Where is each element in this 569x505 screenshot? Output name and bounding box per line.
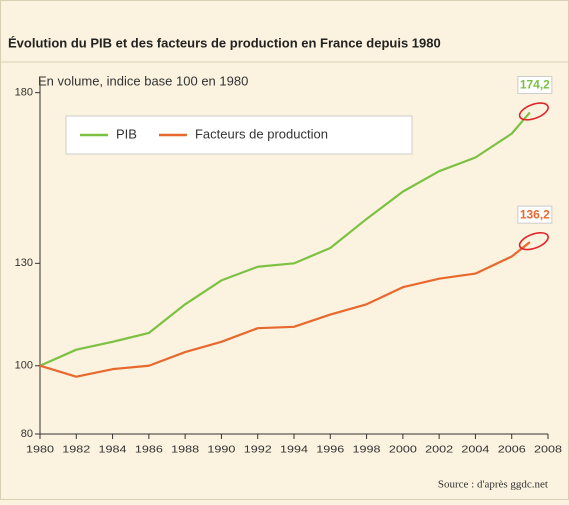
series-line	[39, 241, 531, 378]
x-tick-label: 1990	[207, 445, 236, 456]
series-line	[39, 111, 531, 367]
x-tick-label: 1992	[244, 445, 273, 456]
x-tick-label: 1988	[171, 445, 200, 456]
x-tick-label: 1998	[353, 445, 382, 456]
x-tick-label: 1994	[280, 445, 309, 456]
x-tick-label: 1982	[62, 445, 91, 456]
highlight-ellipse	[518, 232, 549, 251]
x-tick-label: 2002	[425, 445, 454, 456]
y-tick-label: 80	[21, 428, 33, 440]
legend-box	[65, 115, 413, 155]
x-tick-label: 1996	[316, 445, 345, 456]
x-tick-label: 2000	[389, 445, 418, 456]
x-tick-label: 1984	[99, 445, 128, 456]
x-tick-label: 2008	[534, 445, 563, 456]
legend-label: PIB	[116, 126, 137, 141]
legend-label: Facteurs de production	[195, 126, 328, 141]
end-label: 136,2	[520, 207, 550, 221]
source: Source : d'après ggdc.net	[438, 479, 548, 491]
highlight-ellipse	[518, 102, 549, 121]
y-tick-label: 130	[15, 257, 33, 269]
y-tick-label: 100	[15, 360, 33, 372]
x-tick-label: 1980	[26, 445, 55, 456]
end-label-box	[517, 75, 553, 94]
end-label: 174,2	[520, 78, 550, 92]
chart-title: Évolution du PIB et des facteurs de prod…	[8, 35, 441, 50]
x-tick-label: 2006	[498, 445, 527, 456]
x-tick-label: 1986	[135, 445, 164, 456]
x-tick-label: 2004	[461, 445, 490, 456]
end-label-box	[517, 205, 553, 224]
y-tick-label: 180	[15, 87, 33, 99]
chart-subtitle: En volume, indice base 100 en 1980	[38, 73, 248, 88]
